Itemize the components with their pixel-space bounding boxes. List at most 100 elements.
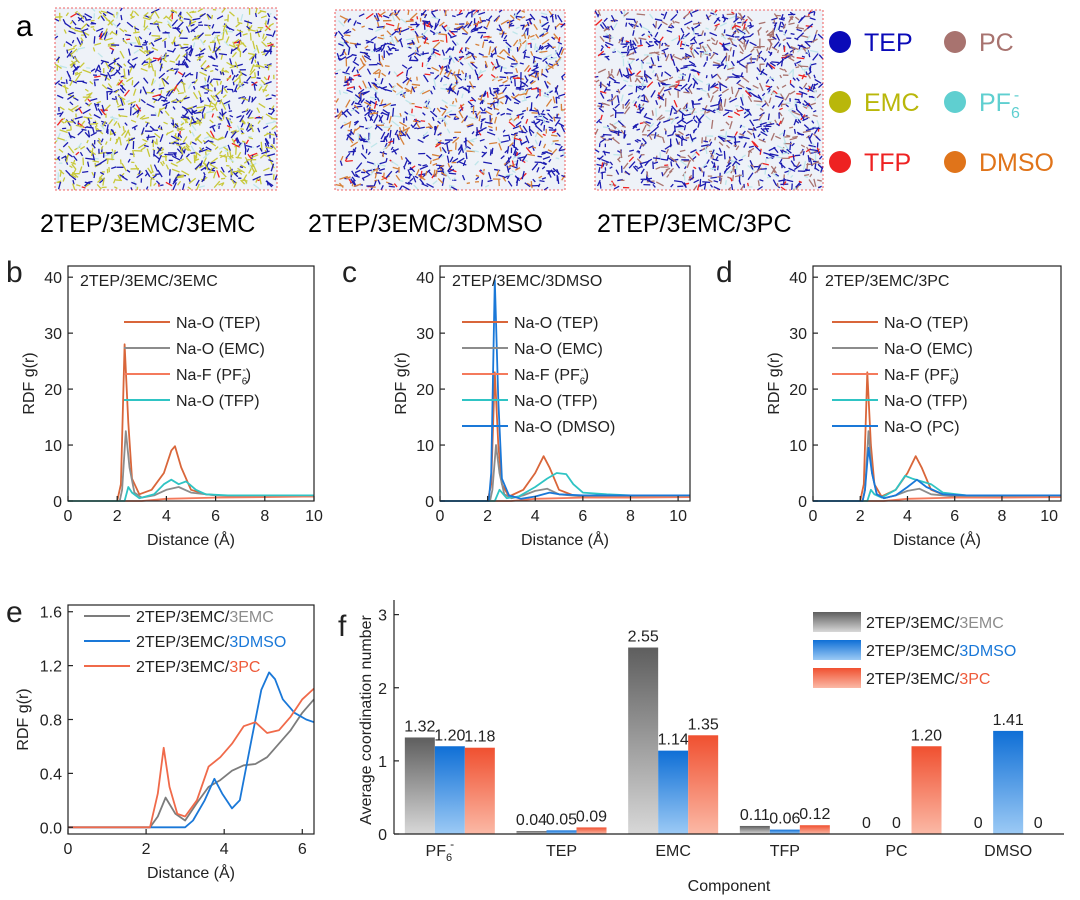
molecule-bond bbox=[143, 62, 151, 67]
molecule-bond bbox=[766, 30, 774, 37]
molecule-bond bbox=[531, 162, 539, 171]
molecule-bond bbox=[334, 31, 338, 37]
molecule-bond bbox=[253, 47, 258, 53]
molecule-bond bbox=[646, 130, 654, 137]
molecule-bond bbox=[454, 74, 458, 81]
molecule-bond bbox=[536, 131, 544, 138]
molecule-bond bbox=[67, 108, 74, 113]
molecule-bond bbox=[402, 94, 406, 99]
molecule-bond bbox=[653, 161, 659, 165]
molecule-bond bbox=[159, 134, 164, 143]
molecule-bond bbox=[181, 116, 189, 124]
molecule-bond bbox=[513, 116, 519, 122]
molecule-bond bbox=[84, 125, 88, 129]
molecule-bond bbox=[197, 90, 202, 98]
molecule-bond bbox=[100, 138, 104, 143]
molecule-bond bbox=[606, 83, 611, 87]
molecule-bond bbox=[59, 129, 68, 134]
molecule-bond bbox=[701, 45, 707, 53]
molecule-bond bbox=[64, 22, 72, 28]
molecule-bond bbox=[191, 29, 196, 33]
molecule-bond bbox=[90, 21, 97, 25]
molecule-bond bbox=[811, 120, 815, 124]
molecule-bond bbox=[247, 110, 253, 119]
label-superscript: - bbox=[950, 365, 953, 376]
molecule-bond bbox=[470, 96, 477, 102]
molecule-bond bbox=[775, 173, 780, 177]
y-axis-label: RDF g(r) bbox=[766, 352, 783, 414]
molecule-bond bbox=[420, 9, 427, 17]
legend-entry-1: Na-O (TEP) bbox=[884, 315, 968, 332]
molecule-bond bbox=[762, 162, 769, 166]
molecule-bond bbox=[63, 43, 66, 47]
molecule-bond bbox=[598, 155, 604, 161]
molecule-bond bbox=[701, 30, 704, 36]
molecule-bond bbox=[70, 63, 74, 68]
molecule-bond bbox=[416, 122, 421, 129]
molecule-bond bbox=[338, 43, 344, 47]
molecule-bond bbox=[692, 129, 696, 134]
molecule-bond bbox=[70, 13, 77, 18]
molecule-bond bbox=[122, 39, 128, 45]
molecule-bond bbox=[517, 46, 521, 52]
molecule-bond bbox=[382, 109, 389, 114]
molecule-bond bbox=[434, 54, 437, 58]
molecule-bond bbox=[724, 109, 733, 112]
molecule-bond bbox=[511, 92, 515, 97]
molecule-bond bbox=[603, 87, 608, 93]
molecule-bond bbox=[480, 179, 484, 187]
molecule-bond bbox=[380, 121, 385, 128]
molecule-bond bbox=[230, 171, 233, 176]
molecule-bond bbox=[780, 162, 783, 169]
molecule-bond bbox=[415, 21, 419, 26]
molecule-bond bbox=[340, 36, 348, 44]
chart-title: 2TEP/3EMC/3PC bbox=[825, 273, 949, 290]
molecule-bond bbox=[756, 104, 762, 106]
molecule-bond bbox=[240, 164, 247, 169]
molecule-bond bbox=[505, 156, 512, 164]
molecule-bond bbox=[346, 133, 351, 141]
molecule-bond bbox=[435, 169, 438, 178]
molecule-bond bbox=[524, 87, 533, 91]
molecule-bond bbox=[808, 125, 817, 130]
label-superscript: - bbox=[450, 837, 454, 851]
molecule-bond bbox=[238, 142, 242, 147]
molecule-bond bbox=[227, 121, 231, 127]
molecule-bond bbox=[434, 74, 440, 80]
molecule-bond bbox=[84, 183, 91, 188]
molecule-bond bbox=[668, 22, 673, 28]
molecule-bond bbox=[679, 156, 686, 159]
molecule-bond bbox=[369, 115, 373, 121]
molecule-bond bbox=[433, 126, 438, 136]
molecule-bond bbox=[789, 141, 792, 151]
molecule-bond bbox=[393, 115, 402, 118]
molecule-bond bbox=[113, 88, 120, 93]
molecule-bond bbox=[766, 47, 769, 52]
molecule-bond bbox=[757, 26, 762, 32]
molecule-bond bbox=[222, 23, 227, 32]
molecule-bond bbox=[343, 83, 351, 87]
molecule-bond bbox=[631, 99, 636, 104]
molecule-bond bbox=[623, 106, 631, 115]
molecule-bond bbox=[440, 39, 445, 43]
molecule-bond bbox=[54, 35, 59, 39]
molecule-bond bbox=[746, 108, 752, 117]
molecule-bond bbox=[115, 99, 119, 106]
molecule-bond bbox=[654, 18, 663, 22]
molecule-bond bbox=[188, 53, 192, 57]
molecule-bond bbox=[668, 76, 674, 80]
molecule-bond bbox=[551, 36, 556, 41]
molecule-bond bbox=[181, 114, 191, 120]
molecule-bond bbox=[176, 21, 184, 29]
molecule-bond bbox=[719, 22, 727, 27]
molecule-bond bbox=[392, 166, 399, 170]
molecule-bond bbox=[489, 141, 498, 145]
molecule-bond bbox=[182, 83, 186, 93]
molecule-bond bbox=[645, 120, 651, 125]
molecule-bond bbox=[376, 62, 382, 66]
molecule-bond bbox=[644, 159, 650, 167]
molecule-bond bbox=[364, 136, 371, 144]
molecule-bond bbox=[236, 115, 242, 119]
molecule-bond bbox=[597, 68, 606, 74]
molecule-bond bbox=[414, 45, 417, 50]
